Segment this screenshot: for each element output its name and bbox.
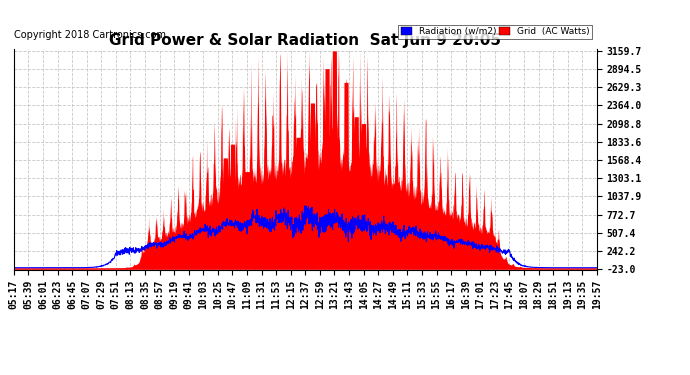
Legend: Radiation (w/m2), Grid  (AC Watts): Radiation (w/m2), Grid (AC Watts) xyxy=(398,24,592,39)
Text: Copyright 2018 Cartronics.com: Copyright 2018 Cartronics.com xyxy=(14,30,166,40)
Title: Grid Power & Solar Radiation  Sat Jun 9 20:05: Grid Power & Solar Radiation Sat Jun 9 2… xyxy=(109,33,502,48)
